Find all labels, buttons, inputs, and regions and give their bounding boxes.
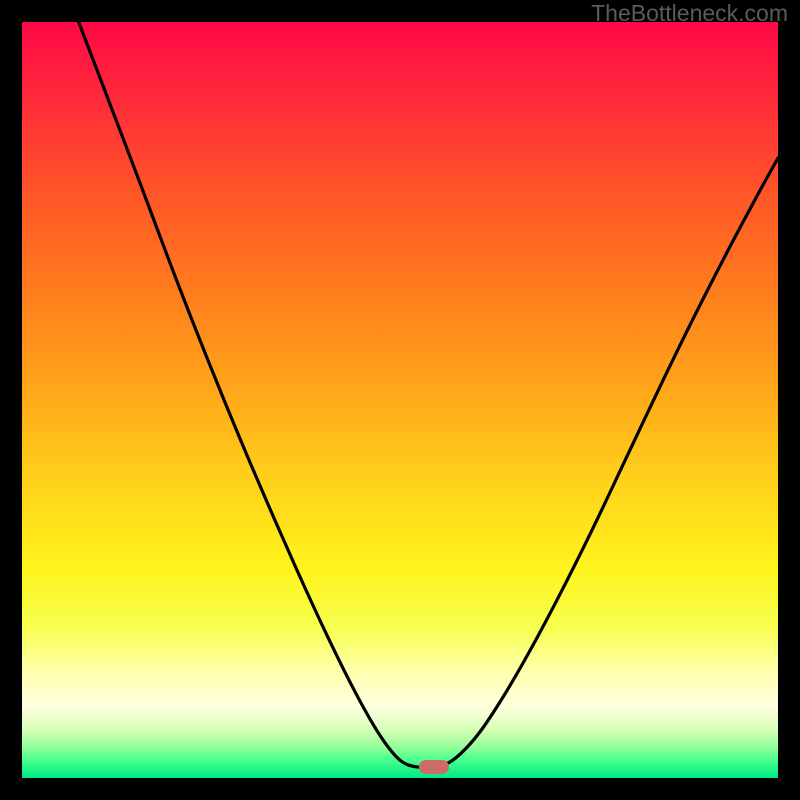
minimum-marker (419, 760, 449, 774)
plot-area (22, 22, 778, 778)
minimum-marker-pill (419, 760, 449, 774)
v-curve-path (79, 22, 778, 767)
curve-layer (22, 22, 778, 778)
chart-stage: TheBottleneck.com (0, 0, 800, 800)
watermark-text: TheBottleneck.com (591, 0, 788, 27)
